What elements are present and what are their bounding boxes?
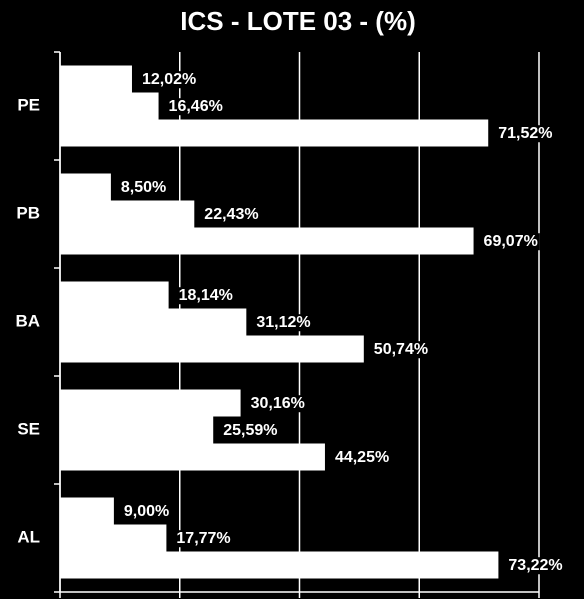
value-label: 73,22% xyxy=(508,557,562,574)
value-label: 12,02% xyxy=(142,71,196,88)
label-background xyxy=(481,233,540,251)
y-tick-label: PB xyxy=(16,203,40,222)
label-background xyxy=(332,449,392,467)
bar xyxy=(60,497,114,525)
value-label: 18,14% xyxy=(179,287,233,304)
y-tick-label: AL xyxy=(17,527,40,546)
bar xyxy=(60,92,159,120)
bar xyxy=(60,119,489,147)
value-label: 17,77% xyxy=(176,530,230,547)
label-background xyxy=(121,503,172,521)
label-background xyxy=(371,341,431,359)
label-background xyxy=(166,98,225,116)
value-label: 16,46% xyxy=(169,98,223,115)
value-label: 8,50% xyxy=(121,179,166,196)
label-background xyxy=(202,206,261,224)
label-background xyxy=(496,125,555,143)
value-label: 50,74% xyxy=(374,341,428,358)
bar xyxy=(60,65,132,93)
y-tick-label: SE xyxy=(17,419,40,438)
value-label: 31,12% xyxy=(256,314,310,331)
bar xyxy=(60,200,195,228)
value-label: 25,59% xyxy=(223,422,277,439)
label-background xyxy=(174,530,233,548)
value-label: 30,16% xyxy=(251,395,305,412)
label-background xyxy=(139,71,199,89)
bar xyxy=(60,281,169,309)
chart-title: ICS - LOTE 03 - (%) xyxy=(180,6,415,36)
label-background xyxy=(506,557,565,575)
bar xyxy=(60,551,499,579)
y-tick-label: BA xyxy=(15,311,40,330)
bar xyxy=(60,227,474,255)
bar xyxy=(60,173,111,201)
bar xyxy=(60,524,167,552)
label-background xyxy=(118,179,169,197)
value-label: 9,00% xyxy=(124,503,169,520)
label-background xyxy=(254,314,313,332)
bar xyxy=(60,389,241,417)
value-label: 71,52% xyxy=(498,125,552,142)
bar xyxy=(60,308,247,336)
bar xyxy=(60,443,325,471)
label-background xyxy=(248,395,307,413)
label-background xyxy=(176,287,235,305)
value-label: 44,25% xyxy=(335,449,389,466)
y-tick-label: PE xyxy=(17,95,40,114)
bar xyxy=(60,335,364,363)
value-label: 22,43% xyxy=(204,206,258,223)
bar xyxy=(60,416,214,444)
value-label: 69,07% xyxy=(484,233,538,250)
label-background xyxy=(221,422,280,440)
